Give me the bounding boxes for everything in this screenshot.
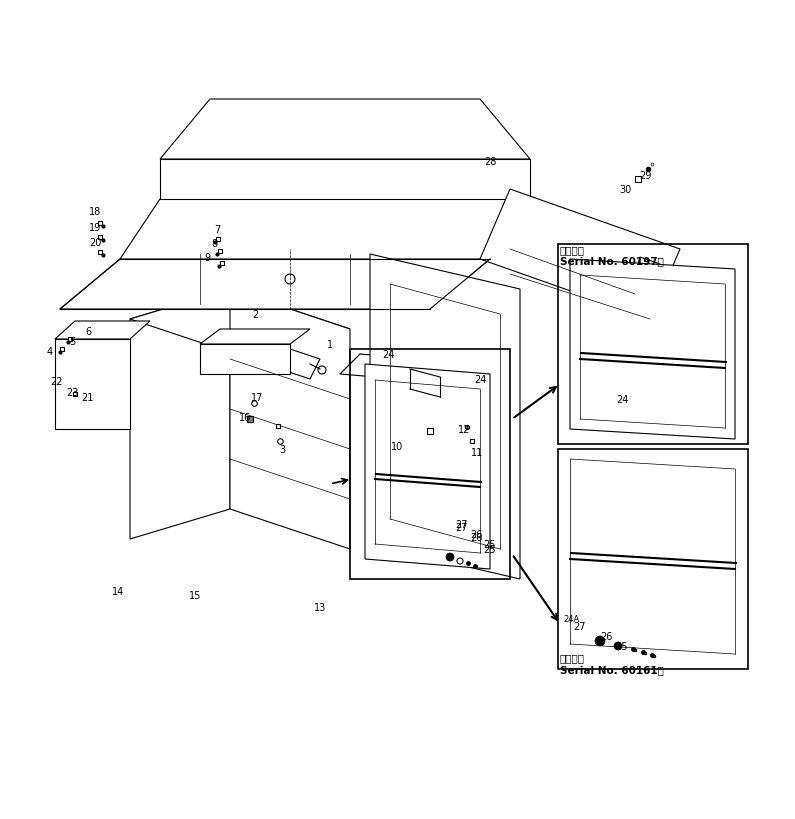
Text: 26: 26 [599, 631, 612, 641]
Text: 11: 11 [471, 447, 483, 458]
Bar [350, 350, 510, 579]
Polygon shape [55, 340, 130, 429]
Polygon shape [635, 258, 660, 282]
Circle shape [595, 636, 605, 646]
Text: 19: 19 [89, 223, 101, 233]
Polygon shape [120, 200, 530, 260]
Text: 17: 17 [250, 392, 263, 402]
Text: 26: 26 [470, 532, 483, 542]
Polygon shape [200, 329, 310, 345]
Polygon shape [570, 260, 735, 440]
Text: 3: 3 [279, 445, 285, 455]
Polygon shape [365, 364, 490, 569]
Text: 25: 25 [483, 545, 496, 554]
Polygon shape [55, 322, 150, 340]
Text: 24: 24 [616, 395, 628, 405]
Polygon shape [130, 290, 350, 360]
Text: 適用号機
Serial No. 60197～: 適用号機 Serial No. 60197～ [560, 245, 664, 266]
Polygon shape [250, 340, 320, 379]
Text: 12: 12 [458, 424, 470, 434]
Polygon shape [200, 345, 290, 374]
Bar [558, 245, 748, 445]
Polygon shape [60, 260, 490, 310]
Polygon shape [340, 355, 480, 385]
Text: 16: 16 [238, 413, 251, 423]
Text: 23: 23 [66, 387, 78, 397]
Text: 18: 18 [89, 206, 101, 217]
Text: 1: 1 [327, 340, 333, 350]
Text: 8: 8 [211, 238, 217, 249]
Polygon shape [160, 100, 530, 160]
Text: 27: 27 [574, 622, 586, 631]
Text: 27: 27 [456, 519, 468, 529]
Polygon shape [230, 290, 350, 550]
Text: 20: 20 [89, 238, 101, 247]
Polygon shape [160, 160, 530, 200]
Text: 22: 22 [50, 377, 62, 387]
Text: 29: 29 [639, 171, 651, 181]
Text: 2: 2 [252, 310, 258, 319]
Text: 7: 7 [214, 224, 220, 235]
Text: 10: 10 [391, 441, 403, 451]
Polygon shape [130, 290, 230, 540]
Text: 30: 30 [619, 185, 631, 195]
Text: 24: 24 [382, 350, 394, 360]
Text: 28: 28 [484, 156, 496, 167]
Text: 24: 24 [474, 374, 487, 385]
Text: 27: 27 [456, 523, 468, 532]
Text: 5: 5 [69, 337, 75, 346]
Circle shape [266, 346, 274, 354]
Text: 13: 13 [314, 602, 326, 613]
Text: 9: 9 [204, 253, 210, 263]
Text: 24A: 24A [564, 615, 580, 624]
Polygon shape [370, 255, 520, 579]
Text: 適用号機
Serial No. 60161～: 適用号機 Serial No. 60161～ [560, 653, 664, 674]
Text: 4: 4 [47, 346, 53, 356]
Text: 14: 14 [112, 586, 124, 596]
Polygon shape [480, 190, 680, 319]
Text: 25: 25 [483, 540, 496, 550]
Text: 6: 6 [85, 327, 91, 337]
Text: 15: 15 [189, 590, 201, 600]
Bar [558, 450, 748, 669]
Text: 25: 25 [616, 641, 628, 651]
Circle shape [614, 642, 622, 650]
Circle shape [446, 554, 454, 561]
Text: 21: 21 [81, 392, 93, 402]
Text: 26: 26 [470, 529, 483, 540]
